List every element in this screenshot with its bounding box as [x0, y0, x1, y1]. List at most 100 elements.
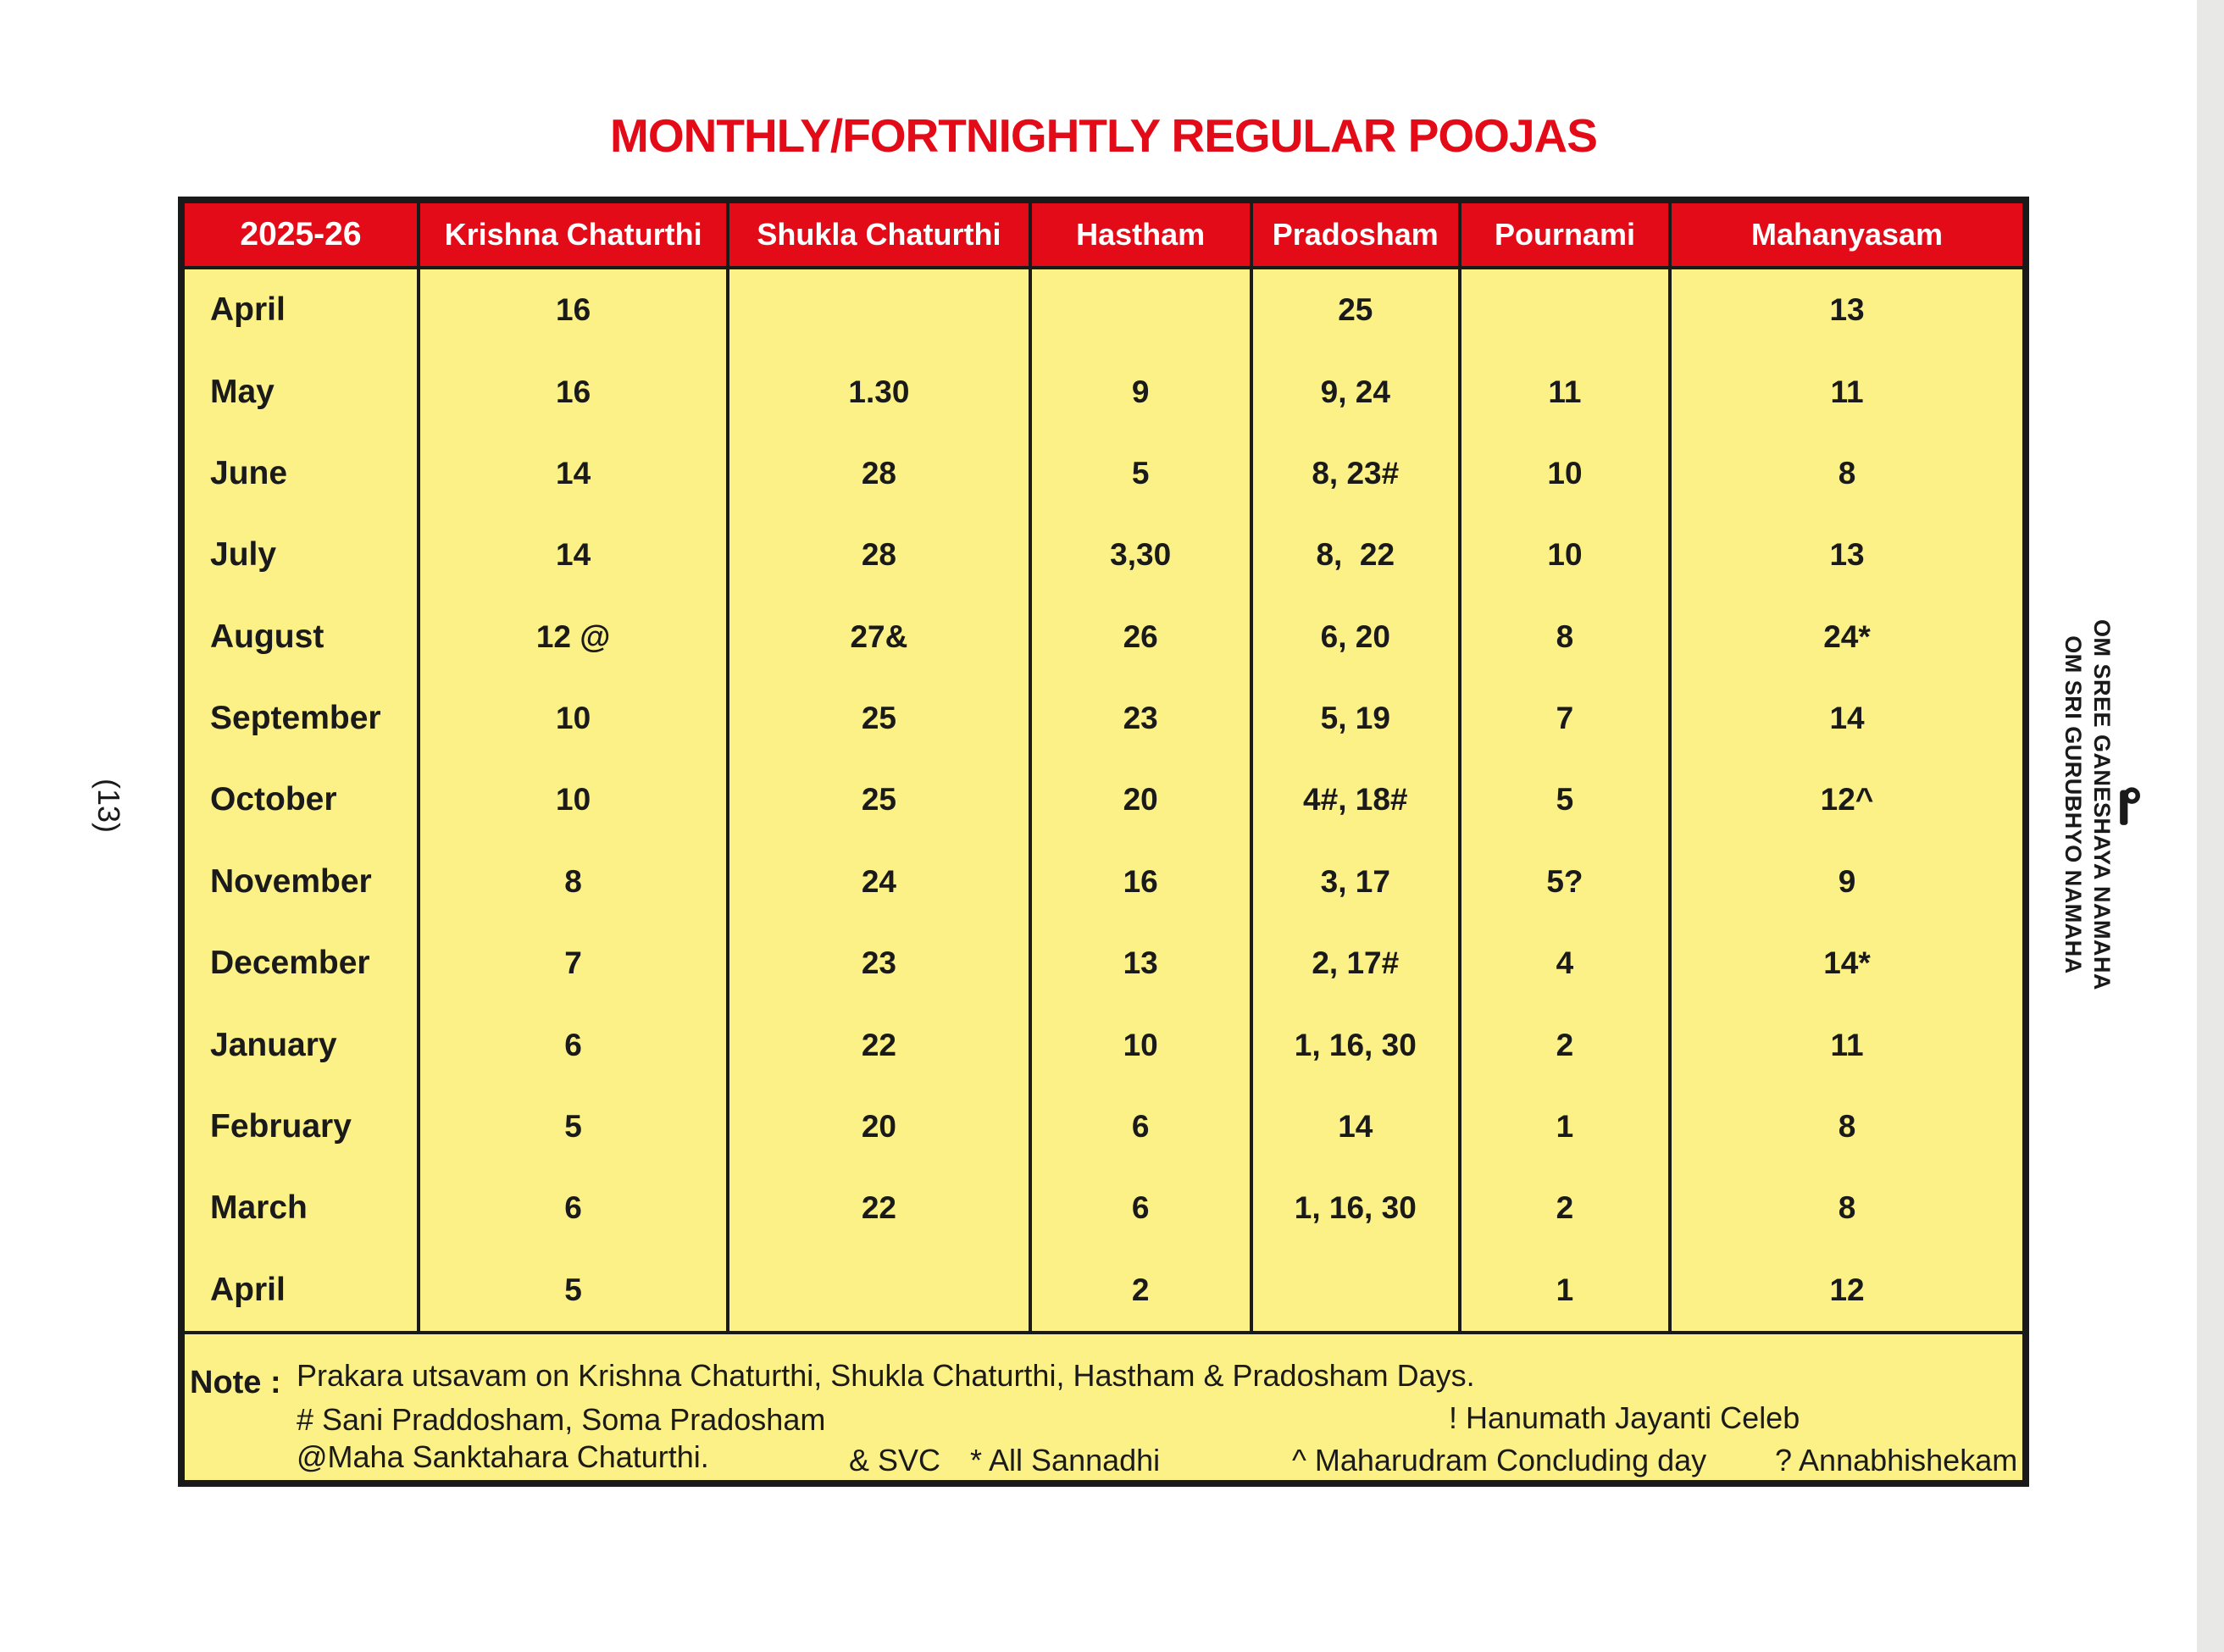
value-cell: 23 [729, 923, 1032, 1005]
value-cell: 2, 17# [1252, 923, 1461, 1005]
column-header: Pournami [1461, 203, 1672, 269]
month-cell: July [185, 514, 420, 596]
value-cell: 6 [1031, 1167, 1253, 1250]
month-cell: November [185, 840, 420, 923]
value-cell: 8 [1672, 1167, 2022, 1250]
value-cell: 1.30 [729, 351, 1032, 433]
value-cell: 8, 23# [1252, 432, 1461, 515]
value-cell: 25 [1252, 269, 1461, 352]
value-cell: 12 [1672, 1249, 2022, 1331]
value-cell: 6 [419, 1167, 730, 1250]
value-cell: 20 [1031, 759, 1253, 841]
value-cell: 3,30 [1031, 514, 1253, 596]
value-cell: 6, 20 [1252, 596, 1461, 678]
value-cell: 2 [1461, 1004, 1672, 1086]
right-margin-line-2: OM SRI GURUBHYO NAMAHA [2060, 635, 2086, 974]
pillaiyar-suzhi-icon [2120, 787, 2140, 825]
value-cell [1252, 1249, 1461, 1331]
value-cell: 10 [419, 677, 730, 760]
note-line-2-right: ! Hanumath Jayanti Celeb [1449, 1400, 1800, 1435]
value-cell: 20 [729, 1085, 1032, 1168]
column-header: Hastham [1031, 203, 1253, 269]
value-cell: 5 [1031, 432, 1253, 515]
month-cell: January [185, 1004, 420, 1086]
value-cell: 13 [1672, 514, 2022, 596]
note-legend-all-sannadhi: * All Sannadhi [970, 1443, 1161, 1477]
note-label: Note : [190, 1365, 281, 1400]
value-cell: 11 [1672, 1004, 2022, 1086]
value-cell: 10 [1461, 432, 1672, 515]
value-cell: 26 [1031, 596, 1253, 678]
month-cell: October [185, 759, 420, 841]
value-cell: 5 [419, 1085, 730, 1168]
value-cell: 22 [729, 1167, 1032, 1250]
value-cell: 16 [1031, 840, 1253, 923]
value-cell: 2 [1461, 1167, 1672, 1250]
value-cell: 11 [1461, 351, 1672, 433]
value-cell [729, 1249, 1032, 1331]
column-header: Pradosham [1252, 203, 1461, 269]
value-cell: 4 [1461, 923, 1672, 1005]
column-header: 2025-26 [185, 203, 420, 269]
value-cell: 5 [419, 1249, 730, 1331]
value-cell: 13 [1672, 269, 2022, 352]
value-cell [1461, 269, 1672, 352]
value-cell: 2 [1031, 1249, 1253, 1331]
column-header: Krishna Chaturthi [419, 203, 730, 269]
note-line-3-left: @Maha Sanktahara Chaturthi. [297, 1439, 709, 1474]
value-cell: 27& [729, 596, 1032, 678]
note-block: Note : Prakara utsavam on Krishna Chatur… [185, 1331, 2022, 1480]
value-cell: 22 [729, 1004, 1032, 1086]
right-margin-line-1: OM SREE GANESHAYA NAMAHA [2089, 618, 2115, 991]
value-cell: 6 [419, 1004, 730, 1086]
value-cell: 3, 17 [1252, 840, 1461, 923]
month-cell: September [185, 677, 420, 760]
month-cell: April [185, 1249, 420, 1331]
month-cell: April [185, 269, 420, 352]
value-cell: 1, 16, 30 [1252, 1167, 1461, 1250]
month-cell: June [185, 432, 420, 515]
value-cell: 1 [1461, 1249, 1672, 1331]
value-cell: 14 [419, 432, 730, 515]
value-cell [1031, 269, 1253, 352]
value-cell: 10 [419, 759, 730, 841]
value-cell: 1 [1461, 1085, 1672, 1168]
value-cell: 8 [1461, 596, 1672, 678]
value-cell: 9, 24 [1252, 351, 1461, 433]
value-cell: 25 [729, 759, 1032, 841]
value-cell: 16 [419, 351, 730, 433]
value-cell: 10 [1461, 514, 1672, 596]
value-cell: 1, 16, 30 [1252, 1004, 1461, 1086]
note-line-2-left: # Sani Praddosham, Soma Pradosham [297, 1402, 826, 1437]
pooja-schedule-table: 2025-26 Krishna Chaturthi Shukla Chaturthi… [178, 197, 2029, 1487]
value-cell: 14 [1672, 677, 2022, 760]
value-cell: 24 [729, 840, 1032, 923]
value-cell: 16 [419, 269, 730, 352]
value-cell: 6 [1031, 1085, 1253, 1168]
value-cell: 12^ [1672, 759, 2022, 841]
month-cell: December [185, 923, 420, 1005]
month-cell: February [185, 1085, 420, 1168]
value-cell: 28 [729, 514, 1032, 596]
value-cell: 28 [729, 432, 1032, 515]
value-cell: 11 [1672, 351, 2022, 433]
value-cell: 10 [1031, 1004, 1253, 1086]
value-cell: 7 [419, 923, 730, 1005]
page-title: MONTHLY/FORTNIGHTLY REGULAR POOJAS [610, 109, 1598, 162]
note-legend-maharudram: ^ Maharudram Concluding day [1292, 1443, 1707, 1477]
value-cell: 12 @ [419, 596, 730, 678]
note-legend-annabhishekam: ? Annabhishekam [1775, 1443, 2018, 1477]
scan-edge-shadow [2197, 0, 2224, 1652]
value-cell: 23 [1031, 677, 1253, 760]
month-cell: August [185, 596, 420, 678]
month-cell: May [185, 351, 420, 433]
value-cell: 14* [1672, 923, 2022, 1005]
value-cell: 5, 19 [1252, 677, 1461, 760]
value-cell: 8, 22 [1252, 514, 1461, 596]
value-cell: 14 [1252, 1085, 1461, 1168]
value-cell: 4#, 18# [1252, 759, 1461, 841]
value-cell: 8 [1672, 1085, 2022, 1168]
value-cell: 8 [1672, 432, 2022, 515]
pooja-grid: 2025-26 Krishna Chaturthi Shukla Chaturthi… [185, 203, 2022, 1331]
value-cell: 13 [1031, 923, 1253, 1005]
